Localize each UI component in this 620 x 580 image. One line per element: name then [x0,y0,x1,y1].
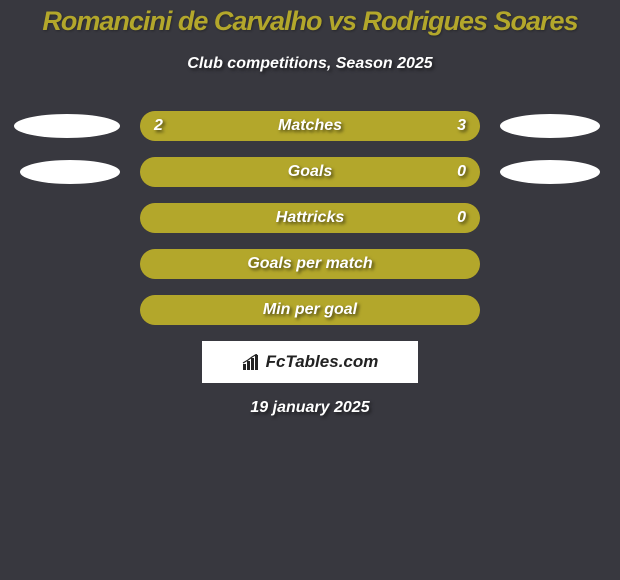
stat-bar: 2 3 Matches [140,111,480,141]
logo-box: FcTables.com [202,341,418,383]
right-ellipse [500,114,600,138]
right-value: 0 [457,163,466,181]
comparison-rows: 2 3 Matches 0 Goals 0 Hattricks Goals per match… [0,111,620,325]
stat-bar: 0 Hattricks [140,203,480,233]
comparison-row: 0 Goals [0,157,620,187]
stat-label: Hattricks [276,209,344,227]
stat-label: Matches [278,117,342,135]
right-value: 0 [457,209,466,227]
comparison-row: Goals per match [0,249,620,279]
logo: FcTables.com [242,352,379,372]
page-title: Romancini de Carvalho vs Rodrigues Soare… [0,0,620,37]
chart-icon [242,354,262,370]
left-ellipse [14,114,120,138]
right-value: 3 [457,117,466,135]
left-value: 2 [154,117,163,135]
left-ellipse [20,160,120,184]
stat-label: Goals per match [247,255,372,273]
comparison-row: 2 3 Matches [0,111,620,141]
subtitle: Club competitions, Season 2025 [0,55,620,73]
comparison-row: Min per goal [0,295,620,325]
date-label: 19 january 2025 [0,399,620,417]
comparison-row: 0 Hattricks [0,203,620,233]
stat-label: Goals [288,163,332,181]
stat-bar: Min per goal [140,295,480,325]
stat-bar: 0 Goals [140,157,480,187]
stat-bar: Goals per match [140,249,480,279]
logo-text: FcTables.com [266,352,379,372]
stat-label: Min per goal [263,301,357,319]
right-ellipse [500,160,600,184]
